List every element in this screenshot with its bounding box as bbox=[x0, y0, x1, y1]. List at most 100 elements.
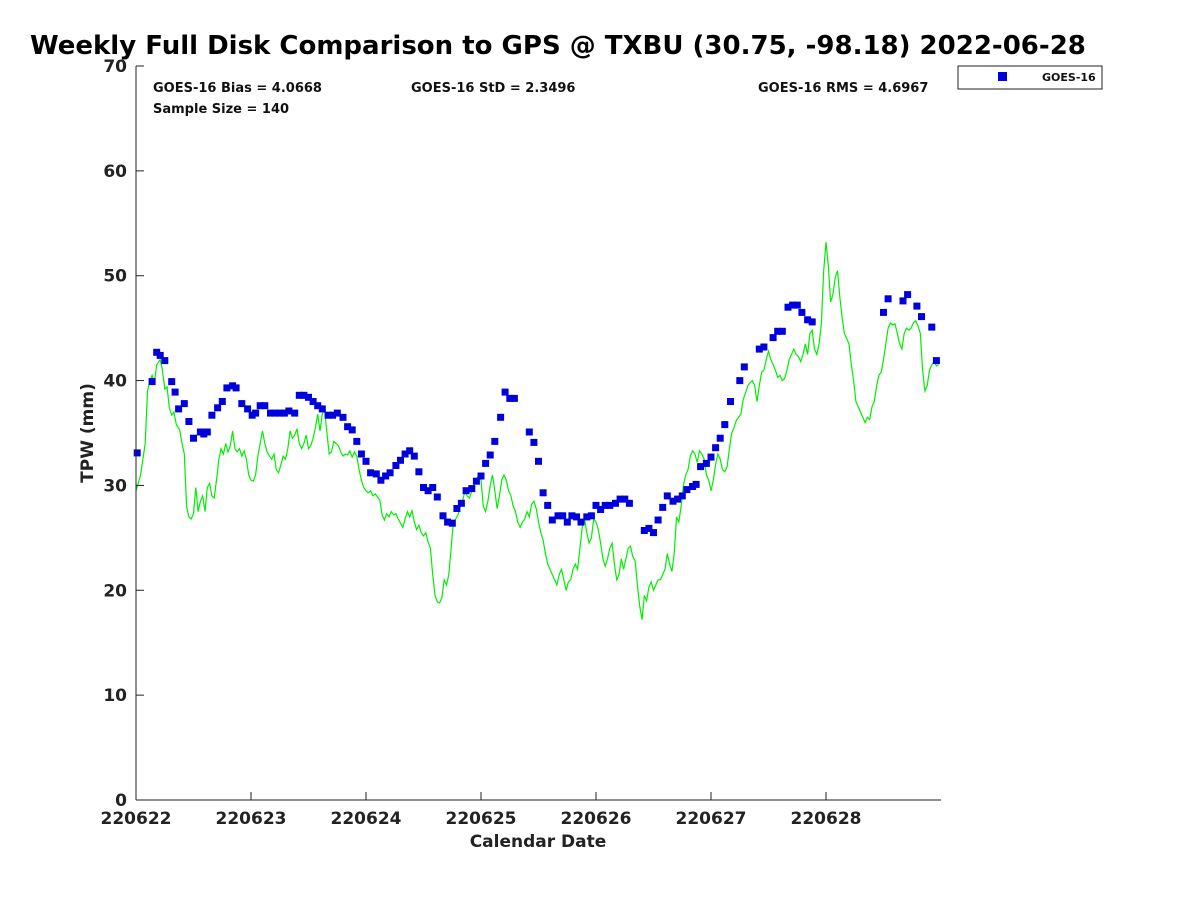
goes16-point bbox=[333, 409, 341, 417]
goes16-point bbox=[674, 495, 682, 503]
goes16-point bbox=[697, 463, 705, 471]
bias-stat: GOES-16 Bias = 4.0668 bbox=[153, 81, 322, 96]
y-tick-label: 60 bbox=[103, 162, 127, 182]
x-tick-label: 220627 bbox=[676, 809, 747, 829]
goes16-point bbox=[808, 318, 816, 326]
legend: GOES-16 bbox=[957, 65, 1103, 90]
goes16-point bbox=[554, 512, 562, 520]
goes16-point bbox=[285, 407, 293, 415]
goes16-point bbox=[401, 450, 409, 458]
goes16-point bbox=[238, 400, 246, 408]
y-tick-label: 0 bbox=[115, 791, 127, 811]
goes16-point bbox=[397, 456, 404, 464]
goes16-point bbox=[218, 398, 226, 405]
goes16-point bbox=[244, 405, 252, 413]
goes16-point bbox=[448, 519, 456, 527]
x-tick-label: 220625 bbox=[446, 809, 517, 829]
goes16-point bbox=[156, 351, 164, 359]
goes16-point bbox=[348, 426, 356, 434]
y-tick-label: 30 bbox=[103, 476, 127, 496]
x-tick-label: 220623 bbox=[216, 809, 287, 829]
goes16-point bbox=[420, 484, 427, 491]
x-tick-label: 220624 bbox=[331, 809, 402, 829]
goes-series bbox=[133, 291, 940, 537]
goes16-point bbox=[501, 388, 509, 396]
goes16-point bbox=[329, 411, 337, 419]
goes16-point bbox=[185, 418, 193, 425]
goes16-point bbox=[804, 316, 812, 324]
goes16-point bbox=[769, 334, 777, 342]
goes16-point bbox=[208, 411, 216, 419]
goes16-point bbox=[506, 394, 514, 402]
goes16-point bbox=[477, 472, 485, 480]
goes16-point bbox=[539, 489, 547, 497]
goes16-point bbox=[659, 503, 667, 511]
goes16-point bbox=[168, 378, 176, 386]
goes16-point bbox=[899, 297, 907, 305]
goes16-point bbox=[433, 493, 441, 501]
y-tick-label: 10 bbox=[103, 686, 127, 706]
goes16-point bbox=[913, 302, 921, 310]
goes16-point bbox=[525, 428, 533, 436]
goes16-point bbox=[621, 495, 629, 503]
goes16-point bbox=[721, 421, 729, 429]
y-tick-label: 70 bbox=[103, 57, 127, 77]
goes16-point bbox=[530, 438, 538, 446]
x-tick-label: 220622 bbox=[101, 809, 172, 829]
goes16-point bbox=[740, 363, 748, 371]
goes16-point bbox=[760, 343, 768, 351]
goes16-point bbox=[482, 459, 490, 467]
goes16-point bbox=[640, 527, 648, 534]
goes16-point bbox=[382, 472, 390, 480]
goes16-point bbox=[276, 409, 284, 417]
x-axis-ticks: 220622 220623 220624 220625 220626 220627 2206… bbox=[101, 792, 861, 829]
goes16-point bbox=[472, 477, 480, 485]
goes16-point bbox=[392, 462, 400, 469]
goes16-point bbox=[778, 327, 786, 335]
goes16-point bbox=[261, 402, 269, 410]
goes16-point bbox=[267, 409, 274, 417]
goes16-point bbox=[702, 459, 710, 467]
goes16-point bbox=[663, 492, 671, 500]
goes16-point bbox=[180, 400, 188, 408]
goes16-point bbox=[793, 301, 801, 309]
y-axis-ticks: 0 10 20 30 40 50 60 70 bbox=[103, 57, 144, 811]
goes16-point bbox=[510, 394, 518, 402]
goes16-point bbox=[880, 308, 887, 316]
goes16-point bbox=[654, 516, 662, 524]
goes16-point bbox=[597, 506, 605, 513]
goes16-point bbox=[367, 469, 375, 477]
goes16-point bbox=[577, 518, 585, 526]
goes16-point bbox=[601, 501, 609, 509]
goes16-point bbox=[669, 497, 677, 505]
goes16-point bbox=[324, 411, 332, 419]
goes16-point bbox=[535, 457, 542, 465]
goes16-point bbox=[583, 513, 591, 521]
y-tick-label: 40 bbox=[103, 372, 127, 392]
legend-label-goes16: GOES-16 bbox=[1042, 71, 1096, 84]
goes16-point bbox=[932, 357, 940, 365]
goes16-point bbox=[256, 402, 264, 410]
goes16-point bbox=[904, 291, 912, 299]
chart-title: Weekly Full Disk Comparison to GPS @ TXB… bbox=[30, 31, 1086, 61]
goes16-point bbox=[650, 529, 657, 537]
rms-stat: GOES-16 RMS = 4.6967 bbox=[758, 81, 928, 96]
goes16-point bbox=[468, 485, 476, 493]
goes16-point bbox=[171, 388, 179, 396]
goes16-point bbox=[712, 444, 720, 452]
goes16-point bbox=[587, 512, 595, 520]
goes16-point bbox=[291, 409, 299, 417]
goes16-point bbox=[559, 512, 567, 520]
goes16-point bbox=[214, 404, 222, 412]
goes16-point bbox=[563, 518, 571, 526]
goes16-point bbox=[372, 470, 380, 478]
goes16-point bbox=[415, 468, 423, 476]
stats-annotations: GOES-16 Bias = 4.0668 GOES-16 StD = 2.34… bbox=[153, 81, 928, 117]
goes16-point bbox=[692, 480, 700, 488]
goes16-point bbox=[491, 437, 499, 445]
x-tick-label: 220626 bbox=[561, 809, 632, 829]
legend-marker-goes16 bbox=[998, 72, 1007, 81]
goes16-point bbox=[453, 505, 461, 512]
goes16-point bbox=[362, 457, 370, 465]
goes16-point bbox=[190, 434, 197, 442]
